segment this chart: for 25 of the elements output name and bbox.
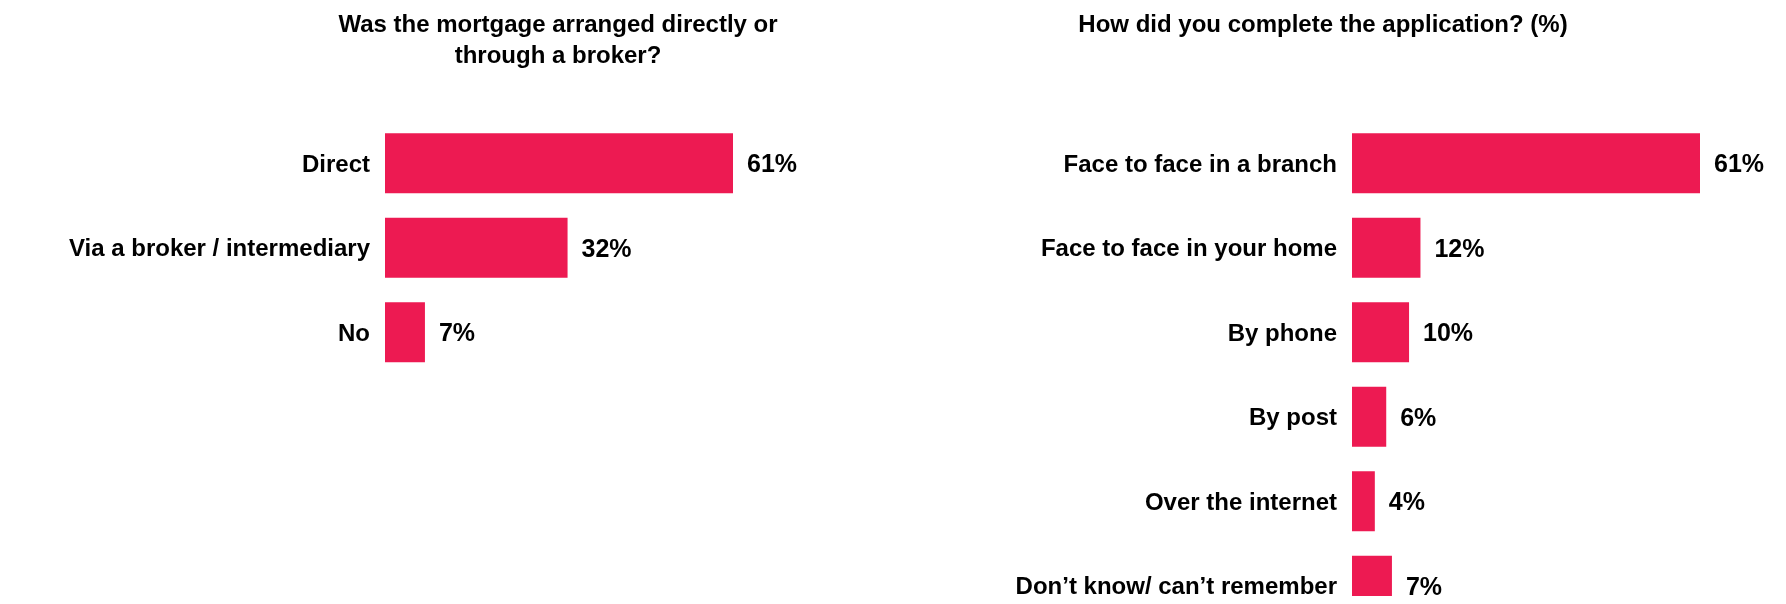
y-tick-label: Face to face in a branch <box>1063 149 1337 177</box>
bar <box>1352 471 1375 532</box>
bar <box>1352 386 1387 447</box>
data-label: 61% <box>1714 149 1765 177</box>
data-label: 6% <box>1400 402 1437 431</box>
y-tick-label: Don’t know/ can’t remember <box>1015 572 1337 600</box>
data-label: 7% <box>438 318 476 346</box>
data-label: 4% <box>1388 487 1425 515</box>
y-tick-label: By phone <box>1227 318 1337 346</box>
y-tick-label: Over the internet <box>1144 487 1338 515</box>
y-tick-label: Face to face in your home <box>1040 234 1337 262</box>
data-label: 12% <box>1434 233 1485 262</box>
y-tick-label: By post <box>1248 403 1337 431</box>
data-label: 10% <box>1423 318 1474 346</box>
data-label: 32% <box>581 233 632 262</box>
data-label: 7% <box>1405 571 1443 600</box>
y-tick-label: Via a broker / intermediary <box>68 234 371 262</box>
y-tick-label: No <box>338 318 370 346</box>
chart-title: How did you complete the application? (%) <box>1078 10 1568 37</box>
data-label: 61% <box>747 149 798 177</box>
bar <box>1352 133 1700 194</box>
y-tick-label: Direct <box>301 149 370 177</box>
bar <box>1352 302 1410 363</box>
chart-title: Was the mortgage arranged directly or through a broker? <box>338 10 778 68</box>
bar <box>1352 217 1421 278</box>
